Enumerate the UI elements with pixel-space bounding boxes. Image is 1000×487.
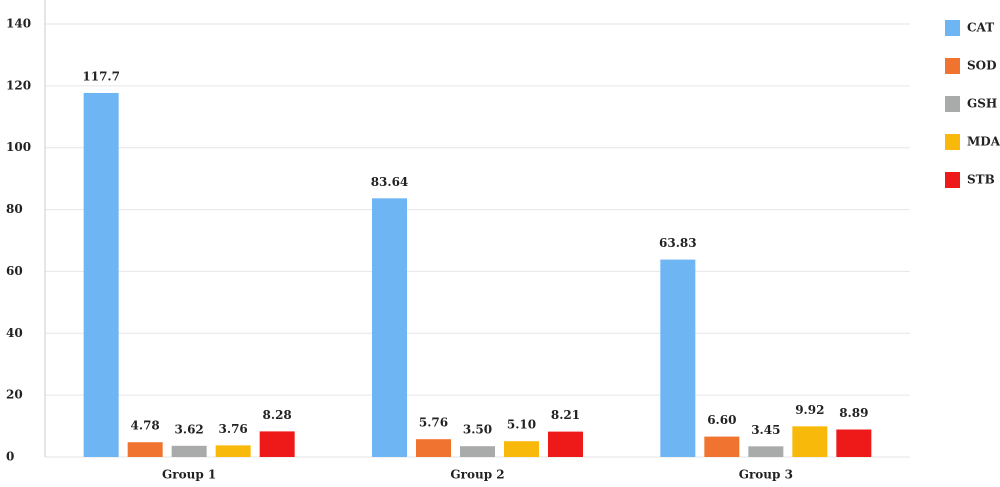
value-label: 8.28 [263,408,292,422]
value-label: 3.62 [175,422,204,436]
y-tick-label: 140 [6,17,31,31]
bar [372,198,407,458]
bar [215,445,251,457]
value-label: 3.76 [219,422,248,436]
legend-label: GSH [967,97,997,111]
x-tick-label: Group 1 [162,468,216,482]
bar [748,446,784,457]
value-label: 8.21 [551,408,580,422]
bar [792,426,828,457]
bar [548,431,583,457]
bar [416,439,451,457]
value-label: 5.76 [419,416,448,430]
legend-label: MDA [967,135,1000,149]
y-tick-label: 0 [6,450,14,464]
legend-swatch [945,20,960,36]
x-tick-label: Group 2 [450,468,504,482]
y-tick-label: 100 [6,140,31,154]
bar [704,436,740,457]
bar [83,92,119,458]
value-label: 3.45 [751,423,780,437]
value-label: 63.83 [659,236,697,250]
bar [836,429,872,457]
bar [660,259,696,457]
y-tick-label: 80 [6,202,23,216]
value-label: 83.64 [371,175,409,189]
value-label: 5.10 [507,418,536,432]
y-tick-label: 20 [6,388,23,402]
x-tick-label: Group 3 [739,468,793,482]
value-label: 8.89 [839,406,868,420]
legend-label: CAT [967,21,994,35]
bar [460,446,495,457]
legend-swatch [945,58,960,74]
legend-swatch [945,96,960,112]
y-tick-label: 120 [6,78,31,92]
legend-swatch [945,172,960,188]
value-label: 3.50 [463,423,492,437]
bar [259,431,295,457]
value-label: 117.7 [82,69,120,83]
bar [127,442,163,457]
y-tick-label: 40 [6,326,23,340]
value-label: 4.78 [131,419,160,433]
bar [171,445,207,457]
value-label: 6.60 [707,413,736,427]
value-label: 9.92 [795,403,824,417]
legend-label: SOD [967,59,997,73]
legend-label: STB [967,173,995,187]
legend-swatch [945,134,960,150]
y-tick-label: 60 [6,264,23,278]
bar [504,441,539,457]
